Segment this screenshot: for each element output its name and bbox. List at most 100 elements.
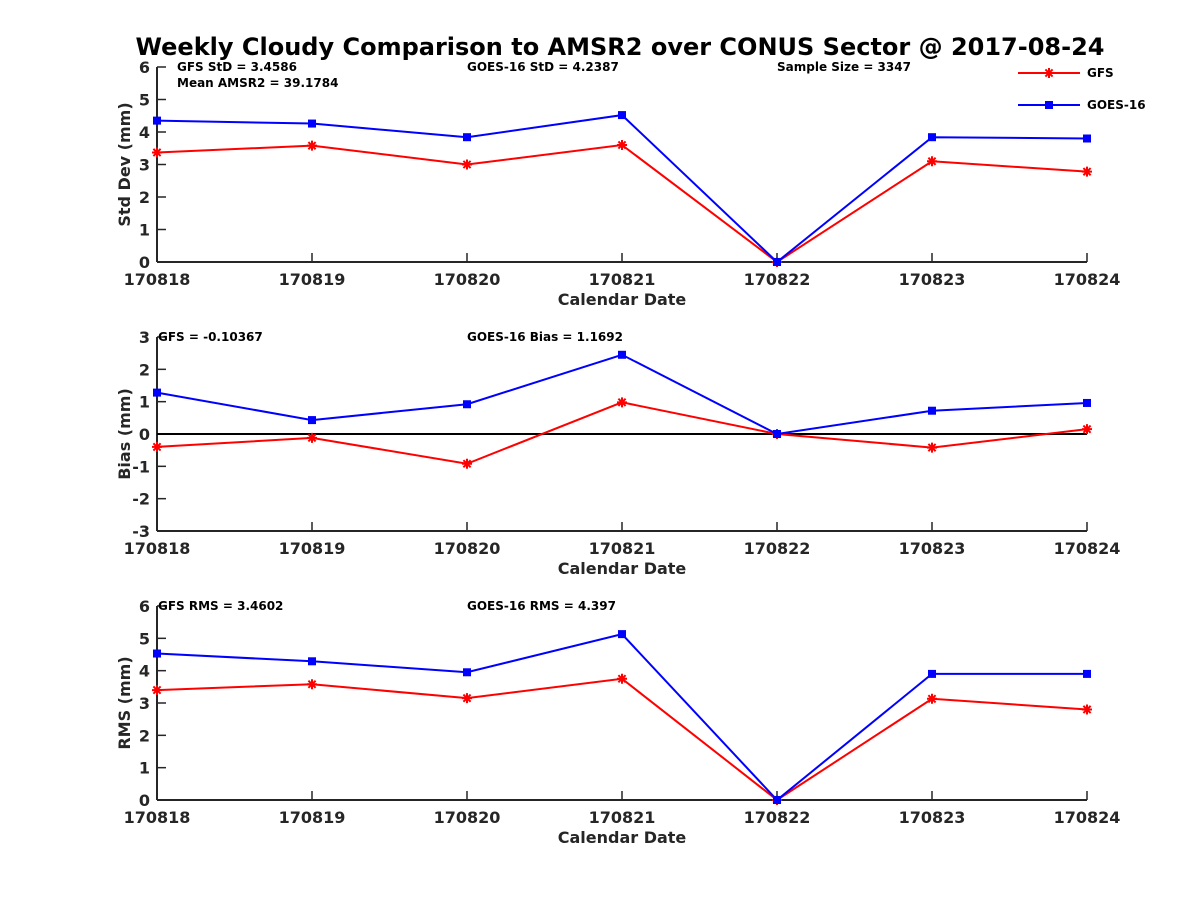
data-point: [773, 430, 781, 438]
data-point: [928, 133, 936, 142]
y-axis-label: Std Dev (mm): [115, 102, 134, 226]
data-point: [928, 669, 936, 678]
data-point: [153, 388, 161, 397]
data-point: [153, 116, 161, 125]
x-tick-label: 170823: [899, 539, 966, 558]
data-point: [462, 159, 472, 170]
series-gfs: [152, 140, 1092, 267]
annotation-middle: GOES-16 RMS = 4.397: [467, 599, 616, 613]
x-axis-label: Calendar Date: [558, 290, 687, 309]
y-tick-label: 1: [139, 393, 150, 412]
y-tick-label: 1: [139, 221, 150, 240]
data-point: [308, 416, 316, 425]
data-point: [927, 156, 937, 167]
data-point: [617, 397, 627, 408]
series-gfs: [152, 673, 1092, 805]
y-tick-label: -3: [132, 522, 150, 541]
x-tick-label: 170818: [124, 539, 191, 558]
annotation-left: GFS RMS = 3.4602: [158, 599, 283, 613]
series-line: [156, 677, 1088, 802]
subplot-2: -3 -2 -1 0 1 2 3 170818 170819 170820 170821 170822…: [115, 328, 1120, 578]
data-point: [1082, 704, 1092, 715]
y-tick-label: 1: [139, 759, 150, 778]
data-point: [462, 693, 472, 704]
x-tick-label: 170822: [744, 539, 811, 558]
x-tick-label: 170820: [434, 539, 501, 558]
y-tick-label: 0: [139, 791, 150, 810]
legend: GFS GOES-16: [1018, 66, 1146, 112]
x-tick-label: 170820: [434, 808, 501, 827]
data-point: [152, 685, 162, 696]
x-tick-label: 170820: [434, 270, 501, 289]
annotation-left: GFS StD = 3.4586: [177, 60, 297, 74]
annotation-left-secondary: Mean AMSR2 = 39.1784: [177, 76, 338, 90]
annotation-left: GFS = -0.10367: [158, 330, 263, 344]
series-goes-16: [153, 350, 1091, 438]
y-tick-label: 4: [139, 123, 150, 142]
data-point: [463, 133, 471, 142]
data-point: [1083, 398, 1091, 407]
annotation-right: Sample Size = 3347: [777, 60, 911, 74]
data-point: [153, 649, 161, 658]
y-tick-label: 3: [139, 328, 150, 347]
data-point: [307, 432, 317, 443]
legend-label: GOES-16: [1087, 98, 1146, 112]
series-goes-16: [153, 630, 1091, 804]
legend-entry: GOES-16: [1018, 98, 1146, 112]
legend-marker: [1044, 68, 1054, 78]
data-point: [618, 111, 626, 120]
x-tick-label: 170823: [899, 808, 966, 827]
series-line: [156, 633, 1087, 802]
x-tick-label: 170821: [589, 270, 656, 289]
series-goes-16: [153, 111, 1091, 266]
x-tick-label: 170819: [279, 539, 346, 558]
data-point: [1082, 424, 1092, 435]
y-tick-label: 5: [139, 629, 150, 648]
x-tick-label: 170818: [124, 808, 191, 827]
data-point: [927, 693, 937, 704]
data-point: [927, 442, 937, 453]
legend-entry: GFS: [1018, 66, 1114, 80]
data-point: [1082, 166, 1092, 177]
y-tick-label: 3: [139, 156, 150, 175]
x-tick-label: 170819: [279, 808, 346, 827]
series-line: [156, 114, 1088, 264]
data-point: [928, 406, 936, 415]
y-tick-label: 2: [139, 726, 150, 745]
y-tick-label: 2: [139, 188, 150, 207]
y-tick-label: 6: [139, 58, 150, 77]
x-tick-label: 170823: [899, 270, 966, 289]
y-tick-label: 0: [139, 425, 150, 444]
x-tick-label: 170821: [589, 539, 656, 558]
series-line: [156, 353, 1088, 436]
y-tick-label: -2: [132, 490, 150, 509]
data-point: [773, 796, 781, 804]
y-tick-label: 3: [139, 694, 150, 713]
data-point: [463, 400, 471, 409]
y-tick-label: 2: [139, 360, 150, 379]
data-point: [308, 119, 316, 128]
y-tick-label: 6: [139, 597, 150, 616]
data-point: [152, 147, 162, 158]
data-point: [1083, 134, 1091, 143]
y-tick-label: 5: [139, 91, 150, 110]
data-point: [1083, 669, 1091, 678]
x-tick-label: 170824: [1054, 808, 1121, 827]
annotation-middle: GOES-16 StD = 4.2387: [467, 60, 619, 74]
data-point: [617, 140, 627, 150]
x-axis-label: Calendar Date: [558, 559, 687, 578]
annotation-middle: GOES-16 Bias = 1.1692: [467, 330, 623, 344]
data-point: [152, 441, 162, 452]
data-point: [463, 668, 471, 677]
x-tick-label: 170822: [744, 808, 811, 827]
y-axis-label: Bias (mm): [115, 388, 134, 480]
x-tick-label: 170822: [744, 270, 811, 289]
series-line: [156, 143, 1088, 264]
subplot-1: 0 1 2 3 4 5 6 170818 170819 170820 170821 170822 170…: [115, 58, 1120, 309]
x-tick-label: 170821: [589, 808, 656, 827]
data-point: [307, 679, 317, 690]
x-tick-label: 170818: [124, 270, 191, 289]
data-point: [617, 673, 627, 684]
